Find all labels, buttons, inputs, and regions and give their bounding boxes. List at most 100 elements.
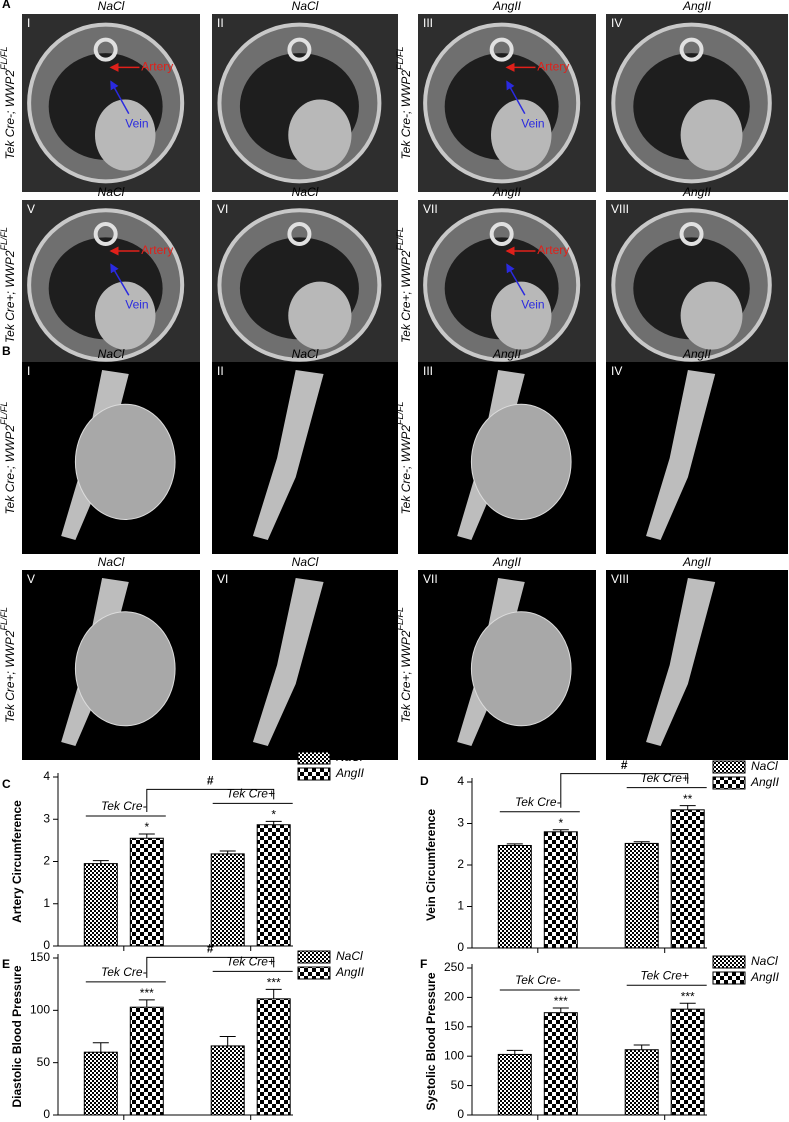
tile-numeral: VI bbox=[217, 202, 228, 216]
comparison-bracket bbox=[560, 773, 689, 808]
y-tick-label: 50 bbox=[37, 1055, 51, 1069]
ct-spine bbox=[679, 37, 704, 62]
bar bbox=[624, 842, 659, 949]
tile-numeral: II bbox=[217, 364, 224, 378]
vein-label: Vein bbox=[125, 298, 148, 312]
legend-swatch bbox=[712, 955, 746, 969]
y-tick-label: 4 bbox=[457, 774, 464, 788]
y-tick-label: 150 bbox=[444, 1019, 464, 1033]
group-label: Tek Cre+ bbox=[226, 955, 275, 969]
tile-treatment: NaCl bbox=[98, 347, 125, 361]
tile-numeral: I bbox=[27, 16, 30, 30]
group-label: Tek Cre- bbox=[515, 795, 561, 809]
comparison-bracket bbox=[146, 956, 275, 978]
row-label-main: Tek Cre-; WWP2 bbox=[3, 70, 17, 160]
tile-numeral: VIII bbox=[611, 572, 629, 586]
vein-label: Vein bbox=[125, 117, 148, 131]
error-bar bbox=[633, 841, 650, 844]
vein-label: Vein bbox=[521, 117, 544, 131]
ct-spine bbox=[489, 222, 514, 246]
ct-heart bbox=[288, 281, 352, 350]
legend-label: NaCl bbox=[751, 759, 778, 773]
significance: *** bbox=[140, 986, 154, 1000]
y-tick-label: 200 bbox=[444, 990, 464, 1004]
row-label-sup: FL/FL bbox=[395, 46, 405, 70]
tile-treatment: AngII bbox=[492, 185, 522, 199]
panel-letter: B bbox=[2, 344, 11, 358]
y-axis-label: Vein Circumference bbox=[424, 809, 438, 921]
legend-label: AngII bbox=[750, 970, 780, 984]
y-tick-label: 1 bbox=[43, 896, 50, 910]
render-heart bbox=[74, 403, 176, 520]
ct-heart bbox=[680, 281, 743, 350]
row-label-main: Tek Cre+; WWP2 bbox=[399, 250, 413, 343]
y-tick-label: 2 bbox=[457, 857, 464, 871]
bar bbox=[670, 1008, 705, 1116]
y-tick-label: 250 bbox=[444, 960, 464, 974]
error-bar bbox=[506, 843, 523, 846]
tile-numeral: I bbox=[27, 364, 30, 378]
group-label: Tek Cre+ bbox=[226, 787, 275, 801]
error-bar bbox=[92, 1042, 109, 1053]
legend-swatch bbox=[712, 760, 746, 774]
error-bar bbox=[92, 860, 109, 864]
legend-label: NaCl bbox=[336, 750, 363, 764]
legend-label: AngII bbox=[750, 775, 780, 789]
significance: *** bbox=[267, 976, 281, 990]
panel-letter: C bbox=[2, 777, 11, 791]
legend-swatch bbox=[297, 751, 331, 765]
vein-arrow bbox=[506, 80, 526, 115]
error-bar bbox=[138, 999, 155, 1008]
ct-heart bbox=[94, 281, 156, 350]
tile-treatment: AngII bbox=[682, 555, 712, 569]
tile-treatment: AngII bbox=[682, 347, 712, 361]
tile-numeral: III bbox=[423, 16, 433, 30]
significance: *** bbox=[554, 994, 568, 1008]
render-heart bbox=[470, 403, 572, 520]
tile-treatment: AngII bbox=[492, 555, 522, 569]
row-label-sup: FL/FL bbox=[0, 227, 9, 251]
y-tick-label: 100 bbox=[30, 1003, 50, 1017]
row-label-sup: FL/FL bbox=[0, 607, 9, 631]
tile-treatment: NaCl bbox=[98, 555, 125, 569]
artery-label: Artery bbox=[141, 243, 173, 257]
bar bbox=[624, 1049, 659, 1116]
y-axis-label: Systolic Blood Pressure bbox=[424, 972, 438, 1110]
row-label: Tek Cre-; WWP2FL/FL bbox=[0, 401, 17, 514]
y-tick-label: 0 bbox=[457, 1107, 464, 1121]
row-label-main: Tek Cre-; WWP2 bbox=[399, 70, 413, 160]
significance: * bbox=[144, 820, 149, 834]
bar bbox=[83, 863, 118, 947]
artery-label: Artery bbox=[537, 60, 569, 74]
error-bar bbox=[506, 1049, 523, 1055]
ct-heart bbox=[288, 99, 352, 171]
row-label: Tek Cre+; WWP2FL/FL bbox=[0, 227, 17, 343]
bar bbox=[256, 824, 291, 947]
y-tick-label: 3 bbox=[43, 811, 50, 825]
y-tick-label: 4 bbox=[43, 769, 50, 783]
bar bbox=[210, 853, 245, 947]
vein-arrow bbox=[506, 263, 526, 296]
bar bbox=[256, 998, 291, 1116]
ct-spine bbox=[287, 222, 312, 246]
tile-treatment: AngII bbox=[492, 0, 522, 13]
row-label-sup: FL/FL bbox=[395, 227, 405, 251]
legend-label: NaCl bbox=[751, 954, 778, 968]
y-tick-label: 2 bbox=[43, 854, 50, 868]
bar bbox=[543, 831, 578, 949]
tile-treatment: AngII bbox=[682, 0, 712, 13]
row-label-main: Tek Cre-; WWP2 bbox=[399, 425, 413, 515]
tile-treatment: NaCl bbox=[292, 347, 319, 361]
significance: *** bbox=[681, 989, 695, 1003]
legend-swatch bbox=[297, 767, 331, 781]
tile-treatment: NaCl bbox=[292, 0, 319, 13]
error-bar bbox=[679, 1002, 696, 1010]
bar bbox=[83, 1051, 118, 1116]
legend-swatch bbox=[297, 966, 331, 980]
y-tick-label: 0 bbox=[43, 1107, 50, 1121]
tile-numeral: IV bbox=[611, 16, 622, 30]
row-label: Tek Cre-; WWP2FL/FL bbox=[395, 46, 413, 159]
group-label: Tek Cre+ bbox=[640, 968, 689, 982]
y-tick-label: 0 bbox=[43, 938, 50, 952]
